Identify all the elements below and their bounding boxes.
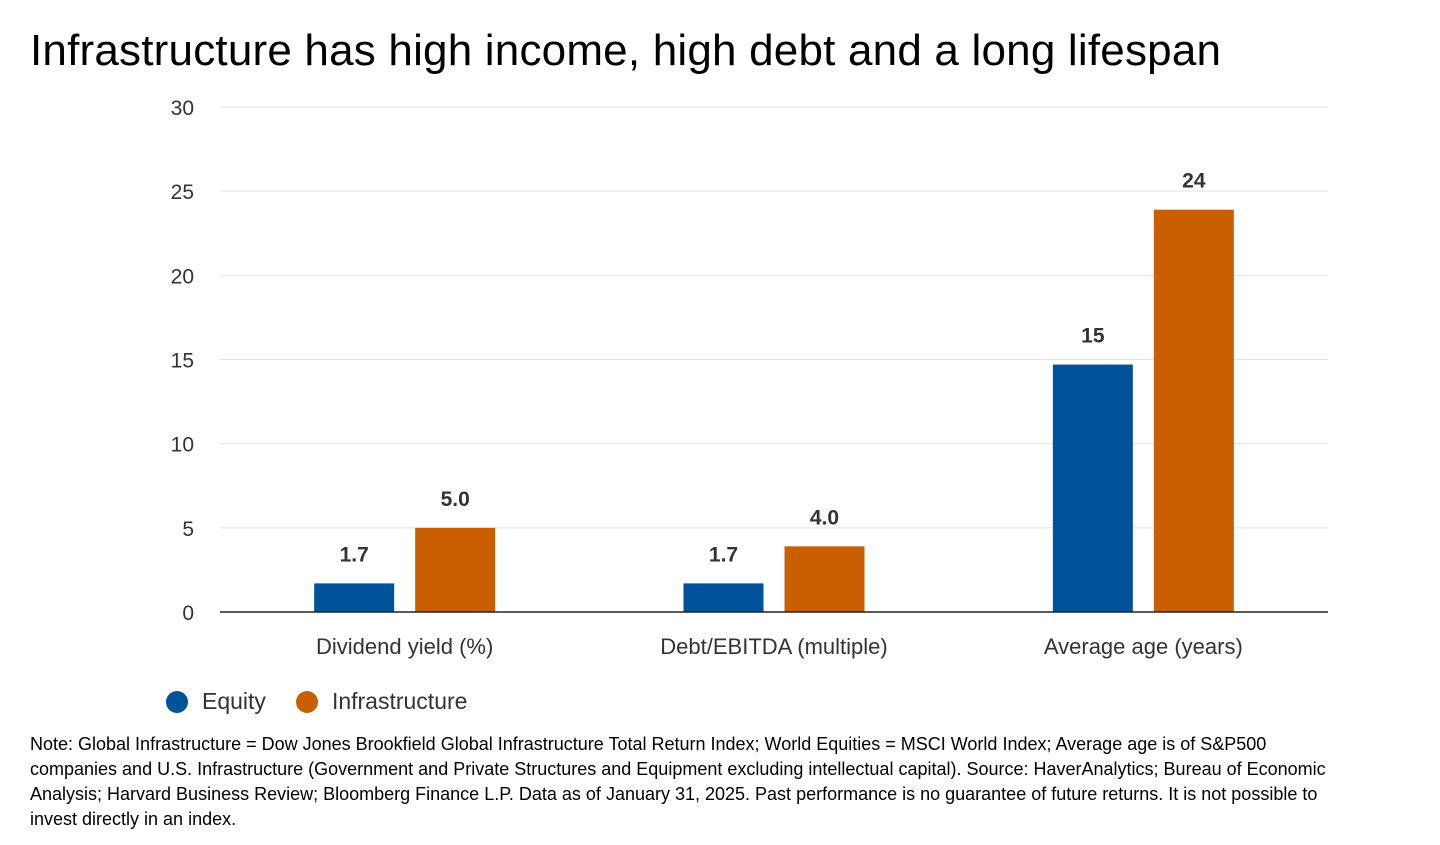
data-label-equity-debt-ebitda-multiple: 1.7 [709, 543, 738, 566]
data-label-equity-average-age-years: 15 [1081, 325, 1105, 348]
legend-item-equity: Equity [166, 688, 266, 715]
legend-swatch-infrastructure [295, 690, 318, 713]
y-tick-label-25: 25 [171, 181, 194, 204]
x-tick-label-average-age-years: Average age (years) [1044, 634, 1243, 659]
y-tick-label-5: 5 [182, 518, 194, 541]
legend-label-infrastructure: Infrastructure [331, 688, 468, 714]
bar-equity-average-age-years [1052, 364, 1133, 612]
bar-equity-debt-ebitda-multiple [683, 583, 764, 612]
bar-chart: 0 5 10 15 20 25 30 1.7 5.0 Dividend yield (%) 1.7 4… [171, 97, 1328, 659]
bar-infrastructure-dividend-yield [415, 527, 496, 612]
chart-note: Note: Global Infrastructure = Dow Jones … [30, 734, 1326, 829]
y-tick-label-10: 10 [171, 434, 194, 457]
data-label-infrastructure-dividend-yield: 5.0 [441, 488, 470, 511]
legend-label-equity: Equity [202, 688, 266, 714]
bar-infrastructure-average-age-years [1153, 209, 1234, 612]
x-tick-label-dividend-yield: Dividend yield (%) [316, 634, 493, 659]
y-tick-label-20: 20 [171, 265, 194, 288]
bar-infrastructure-debt-ebitda-multiple [784, 546, 865, 612]
legend-item-infrastructure: Infrastructure [295, 688, 468, 715]
x-tick-label-debt-ebitda-multiple: Debt/EBITDA (multiple) [660, 634, 887, 659]
data-label-equity-dividend-yield: 1.7 [340, 543, 369, 566]
chart-legend: Equity Infrastructure [166, 688, 497, 715]
y-tick-label-30: 30 [171, 97, 194, 120]
legend-swatch-equity [166, 690, 188, 713]
bar-equity-dividend-yield [314, 583, 395, 612]
chart-title: Infrastructure has high income, high deb… [30, 26, 1222, 75]
y-tick-label-15: 15 [171, 350, 194, 373]
data-label-infrastructure-average-age-years: 24 [1182, 170, 1206, 193]
data-label-infrastructure-debt-ebitda-multiple: 4.0 [810, 506, 839, 529]
y-tick-label-0: 0 [182, 602, 194, 625]
